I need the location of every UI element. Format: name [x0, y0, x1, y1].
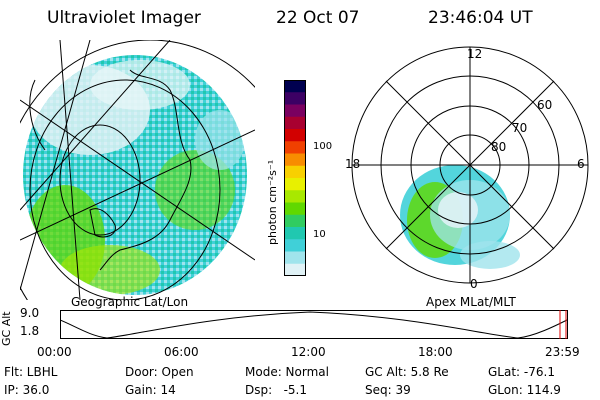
status-filter: Flt: LBHL	[4, 365, 58, 379]
mlt-label-0: 0	[470, 277, 478, 291]
status-seq: Seq: 39	[365, 383, 411, 397]
status-ip: IP: 36.0	[4, 383, 50, 397]
status-dsp: Dsp: -5.1	[245, 383, 308, 397]
colorbar	[284, 80, 306, 276]
colorbar-band	[284, 251, 306, 265]
geographic-image	[20, 40, 255, 300]
time-label: 23:46:04 UT	[428, 8, 533, 28]
status-door: Door: Open	[125, 365, 194, 379]
colorbar-tick-10: 10	[313, 229, 326, 240]
colorbar-band	[284, 141, 306, 154]
timeline-x-tick-1800: 18:00	[418, 345, 453, 359]
timeline-x-tick-0600: 06:00	[164, 345, 199, 359]
colorbar-band	[284, 202, 306, 216]
status-mode: Mode: Normal	[245, 365, 329, 379]
colorbar-band	[284, 80, 306, 93]
date-label: 22 Oct 07	[276, 8, 360, 28]
timeline-y-title: GC Alt	[0, 311, 13, 346]
timeline-x-tick-1200: 12:00	[291, 345, 326, 359]
status-gain: Gain: 14	[125, 383, 176, 397]
colorbar-band	[284, 239, 306, 252]
instrument-title: Ultraviolet Imager	[47, 8, 201, 28]
mlt-label-12: 12	[467, 47, 483, 61]
colorbar-band	[284, 165, 306, 179]
colorbar-band	[284, 263, 306, 276]
colorbar-band	[284, 153, 306, 167]
colorbar-unit-label: photon cm⁻²s⁻¹	[266, 159, 279, 245]
mlt-label-18: 18	[345, 157, 361, 171]
mlat-label-80: 80	[491, 140, 507, 154]
timeline-y-tick-1-8: 1.8	[20, 324, 40, 338]
colorbar-band	[284, 129, 306, 142]
colorbar-band	[284, 178, 306, 191]
timeline-x-tick-2359: 23:59	[545, 345, 580, 359]
geo-caption: Geographic Lat/Lon	[71, 295, 189, 309]
colorbar-band	[284, 190, 306, 203]
colorbar-band	[284, 92, 306, 105]
colorbar-band	[284, 214, 306, 228]
polar-caption: Apex MLat/MLT	[426, 295, 516, 309]
colorbar-band	[284, 104, 306, 118]
colorbar-tick-100: 100	[313, 141, 333, 152]
timeline-y-tick-9: 9.0	[20, 306, 40, 320]
colorbar-band	[284, 227, 306, 240]
mlat-label-60: 60	[537, 98, 553, 112]
mlat-label-70: 70	[512, 121, 528, 135]
gc-alt-timeline	[60, 310, 568, 339]
polar-plot	[351, 46, 589, 284]
mlt-label-6: 6	[577, 157, 585, 171]
colorbar-band	[284, 116, 306, 130]
status-glon: GLon: 114.9	[488, 383, 561, 397]
timeline-x-tick-0000: 00:00	[37, 345, 72, 359]
status-gc-alt: GC Alt: 5.8 Re	[365, 365, 449, 379]
status-glat: GLat: -76.1	[488, 365, 555, 379]
